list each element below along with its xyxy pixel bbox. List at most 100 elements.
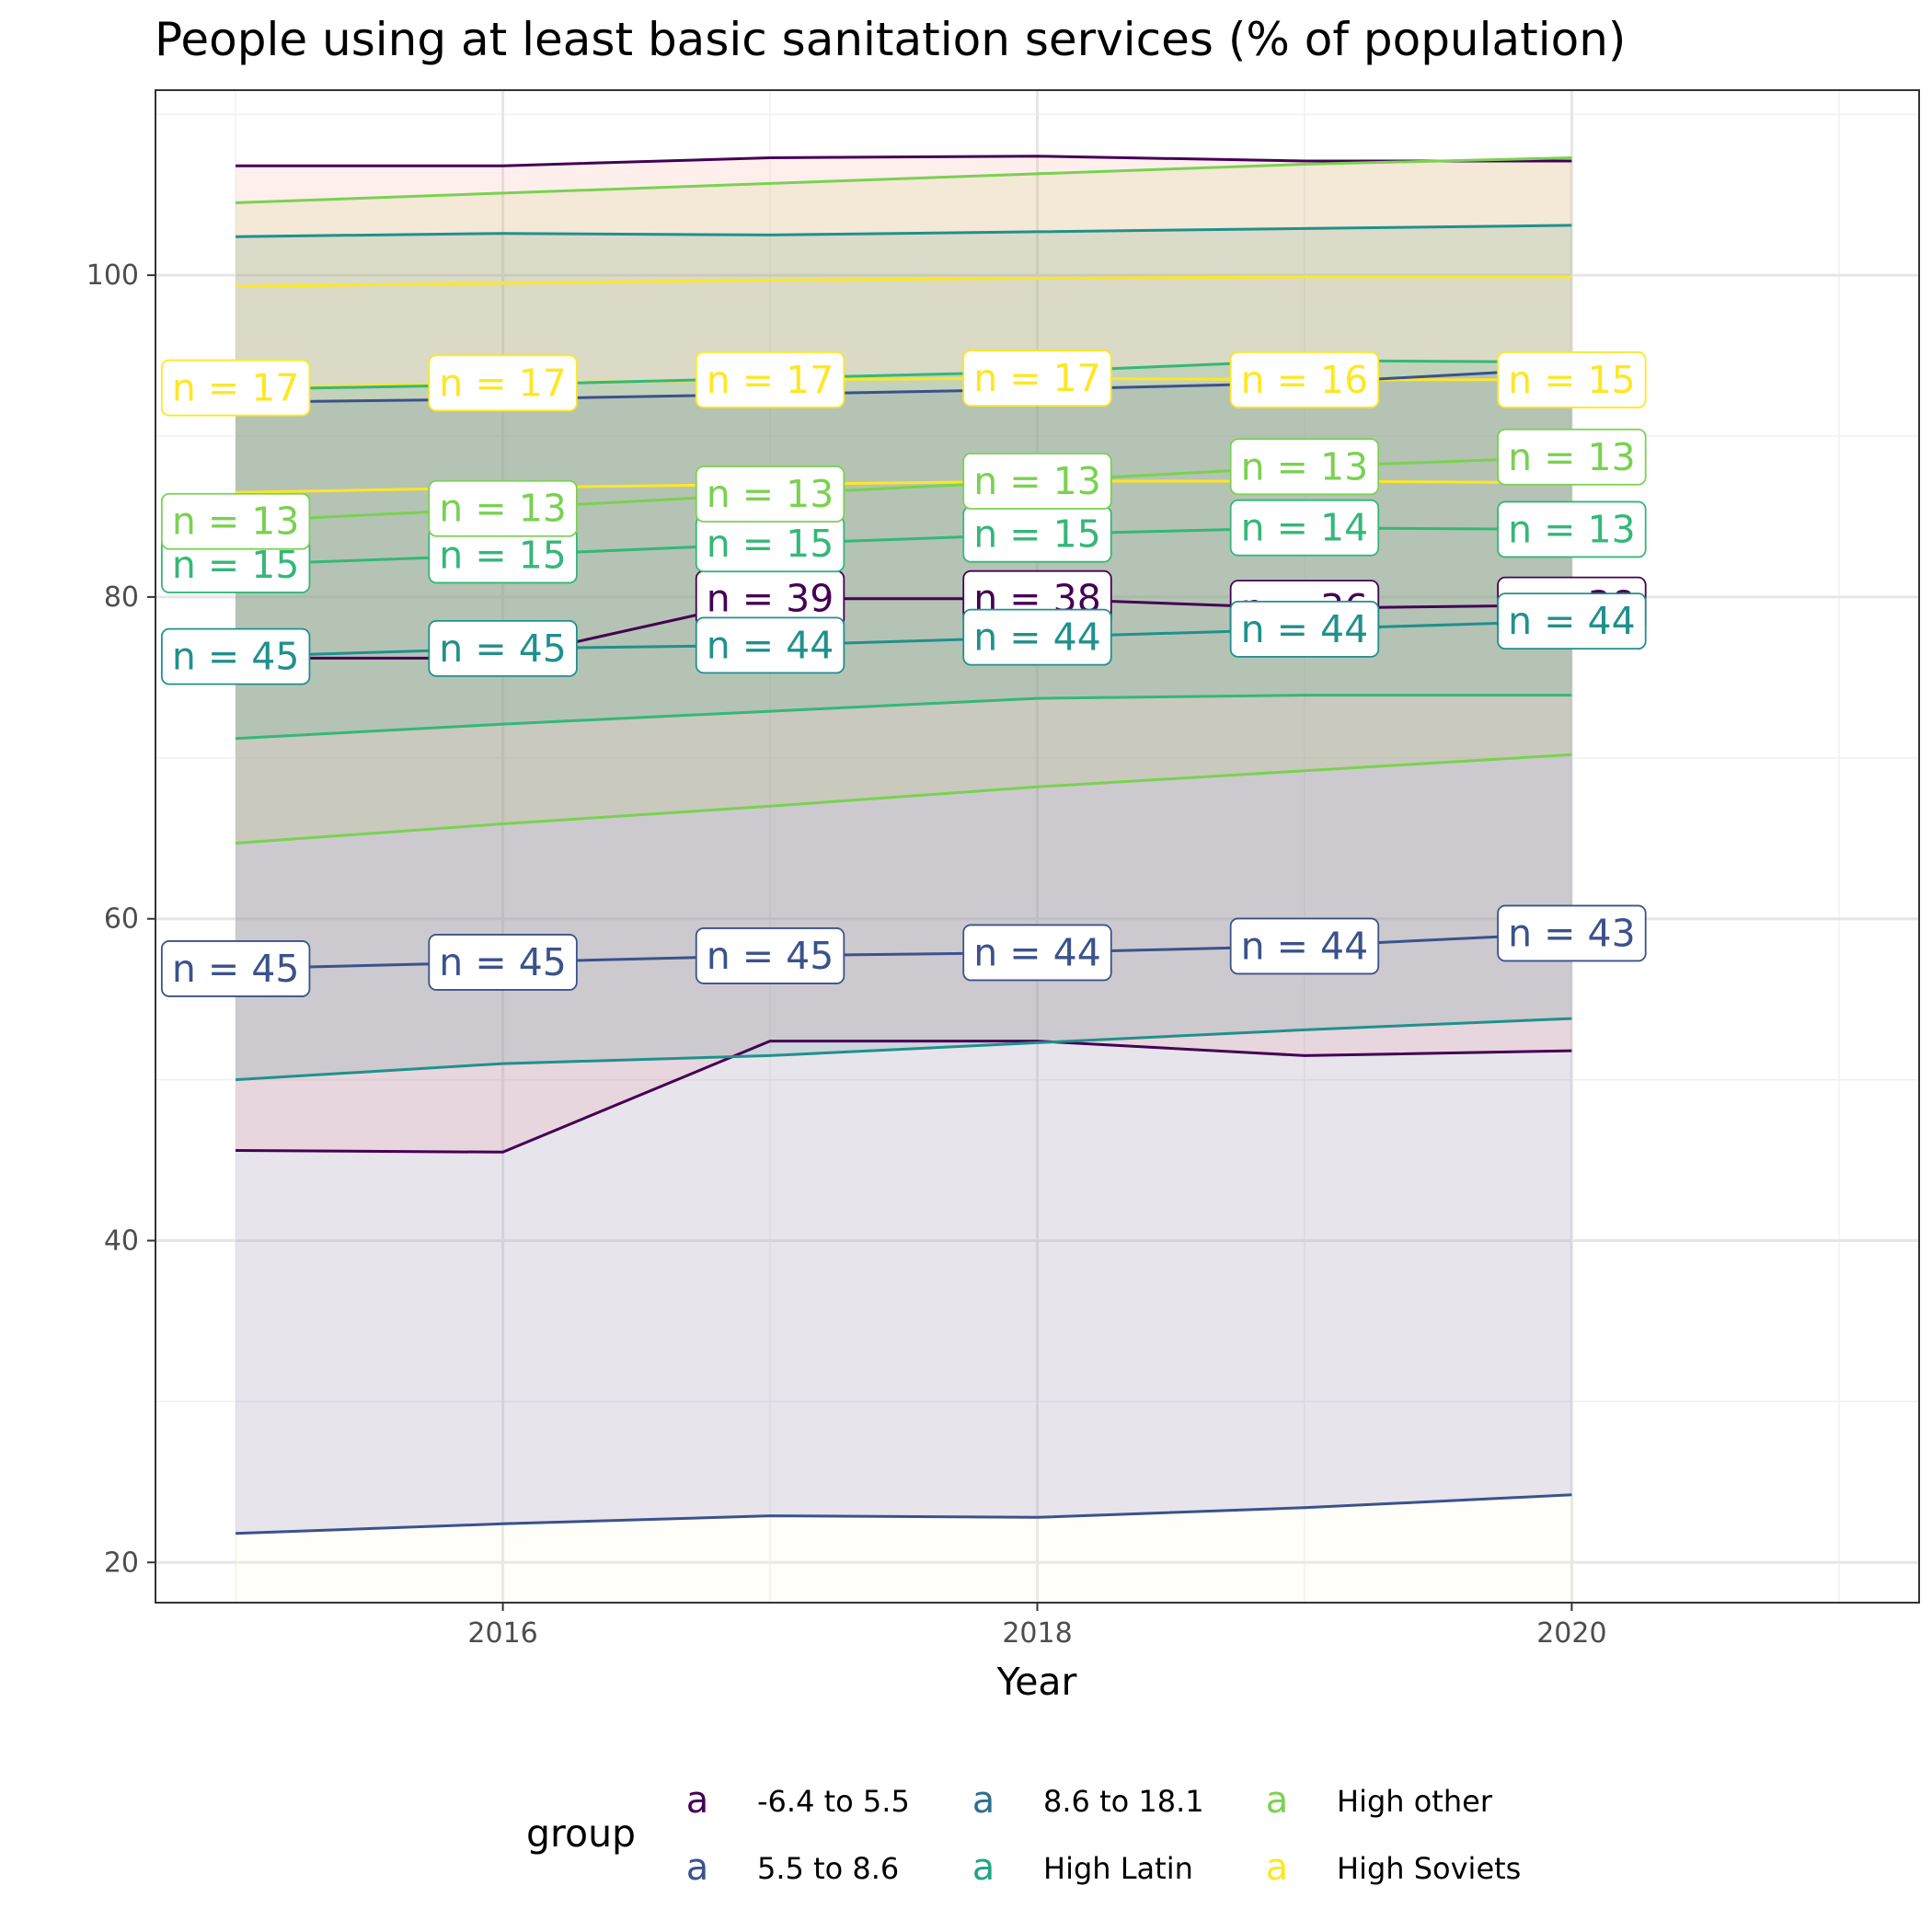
n-label-text: n = 17 [439,361,567,405]
legend-key: a [972,1779,995,1822]
n-label-text: n = 45 [707,934,834,978]
n-label-text: n = 13 [439,487,567,531]
n-label-box [695,466,845,523]
n-label-8-6-to-18-1: n = 44 [1497,592,1647,650]
x-tick-label: 2018 [1002,1617,1072,1650]
n-label-text: n = 15 [439,533,567,577]
n-label-high-latin: n = 14 [1229,499,1380,557]
n-label-box [160,359,311,417]
n-label-text: n = 17 [707,358,834,402]
x-tick-label: 2016 [467,1617,537,1650]
n-label-high-latin: n = 15 [160,536,311,593]
n-label-box [1229,499,1380,557]
n-label-box [695,351,845,408]
legend-label: 5.5 to 8.6 [757,1851,899,1886]
n-label-8-6-to-18-1: n = 45 [160,627,311,685]
line-8-6-to-18-1-lower [236,1017,1572,1082]
x-axis: 2016 2018 2020 [467,1603,1607,1650]
n-label-text: n = 13 [707,472,834,516]
n-label-high-latin: n = 15 [428,526,578,584]
n-label-text: n = 44 [1508,599,1636,643]
legend-key: a [1266,1846,1289,1889]
n-label-high-other: n = 13 [962,453,1112,510]
n-label-high-soviets: n = 15 [1497,351,1647,408]
n-label-high-other: n = 13 [1229,438,1380,496]
n-labels: n = 17 n = 17 n = 17 n = 17 n = 16 n = 15n = … [160,350,1647,997]
legend-label: High Soviets [1337,1851,1521,1886]
n-label-box [1229,351,1380,408]
chart-title: People using at least basic sanitation s… [155,13,1626,66]
n-label-box [160,940,311,997]
n-label-box [1497,428,1647,486]
line-high-other-upper [236,156,1572,204]
n-label-8-6-to-18-1: n = 45 [428,619,578,677]
y-tick-label: 40 [104,1225,139,1257]
n-label-box [1497,500,1647,558]
legend: group a -6.4 to 5.5 a 5.5 to 8.6 a 8.6 to 18.… [526,1779,1521,1889]
n-label-box [428,619,578,677]
n-label-high-other: n = 13 [160,492,311,550]
n-label-5-5-to-8-6: n = 45 [160,940,311,997]
n-label-high-other: n = 13 [428,479,578,537]
n-label-text: n = 16 [1241,358,1369,402]
n-label-text: n = 14 [1241,506,1369,550]
n-label-5-5-to-8-6: n = 45 [428,934,578,991]
n-label-box [1497,904,1647,962]
y-axis: 20 40 60 80 100 [86,259,155,1579]
n-label-box [428,479,578,537]
n-label-high-soviets: n = 17 [962,350,1112,407]
line-high-latin-lower [236,694,1572,741]
n-label-box [695,616,845,674]
n-label-text: n = 15 [707,522,834,566]
n-label-text: n = 44 [1241,924,1369,968]
n-label-text: n = 45 [439,627,567,671]
n-label-5-5-to-8-6: n = 45 [695,927,845,984]
n-label-box [160,627,311,685]
legend-title: group [526,1811,636,1856]
n-label-text: n = 44 [973,930,1101,974]
legend-label: 8.6 to 18.1 [1043,1784,1204,1819]
legend-key: a [686,1779,709,1822]
n-label-box [1497,592,1647,650]
n-label-box [962,350,1112,407]
n-label-text: n = 39 [707,577,834,621]
y-tick-label: 20 [104,1547,139,1579]
line-high-other-lower [235,753,1572,845]
legend-label: -6.4 to 5.5 [757,1784,910,1819]
legend-key: a [1266,1779,1289,1822]
n-label--6-4-to-5-5: n = 39 [695,569,845,627]
n-label-high-latin: n = 15 [962,505,1112,563]
n-label-text: n = 17 [973,356,1101,400]
n-label-5-5-to-8-6: n = 44 [1229,917,1380,975]
n-label-box [428,354,578,412]
n-label-8-6-to-18-1: n = 44 [1229,600,1380,658]
n-label-high-soviets: n = 16 [1229,351,1380,408]
n-label-text: n = 13 [973,459,1101,503]
n-label-text: n = 44 [707,623,834,667]
n-label-box [695,927,845,984]
line--6-4-to-5-5-lower [236,1040,1572,1154]
n-label-box [962,608,1112,666]
legend-label: High Latin [1043,1851,1193,1886]
plot-panel: n = 17 n = 17 n = 17 n = 17 n = 16 n = 15n = … [155,89,1920,1604]
n-label-box [1229,917,1380,975]
n-label-high-soviets: n = 17 [160,359,311,417]
n-label-high-latin: n = 13 [1497,500,1647,558]
n-label-box [1497,351,1647,408]
n-label-text: n = 15 [1508,358,1636,402]
n-label-text: n = 17 [172,366,300,410]
legend-label: High other [1337,1784,1493,1819]
y-tick-label: 80 [104,581,139,614]
n-label-text: n = 44 [1241,607,1369,651]
n-label-high-other: n = 13 [695,466,845,523]
n-label-text: n = 13 [1508,507,1636,551]
n-label-high-soviets: n = 17 [428,354,578,412]
legend-key: a [972,1846,995,1889]
n-label-text: n = 45 [439,940,567,984]
line-8-6-to-18-1-upper [236,224,1572,238]
n-label-box [428,934,578,991]
legend-key: a [686,1846,709,1889]
n-label-text: n = 43 [1508,911,1636,955]
n-label-high-latin: n = 15 [695,515,845,573]
